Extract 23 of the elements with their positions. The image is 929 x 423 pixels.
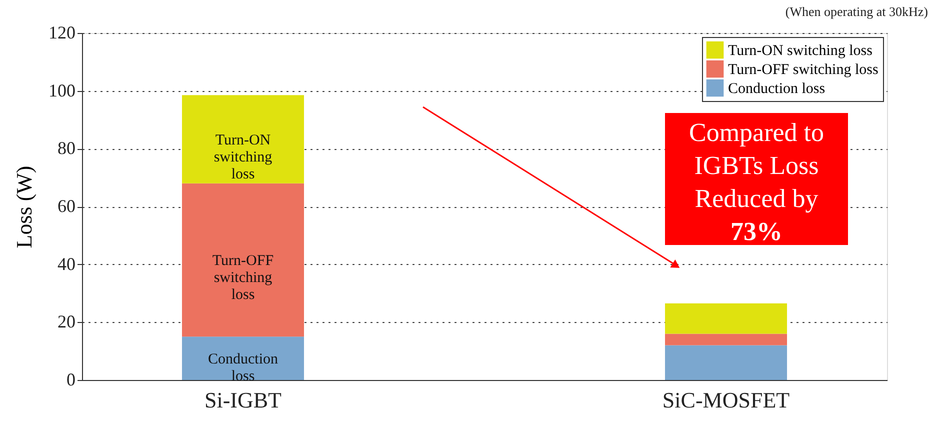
y-tick-label: 100 [48, 80, 76, 100]
text: Turn-ON switching loss [214, 132, 272, 182]
bar [182, 95, 304, 184]
annotation: Compared to IGBTs Loss Reduced by 73% [688, 118, 824, 246]
x-tick-label: SiC-MOSFET [662, 388, 790, 412]
bar [182, 336, 304, 380]
y-tick-label: 40 [58, 254, 76, 274]
legend-label: Conduction loss [728, 81, 826, 97]
y-tick-label: 0 [66, 370, 76, 390]
y-tick-label: 60 [58, 196, 76, 216]
y-tick-label: 120 [48, 22, 76, 42]
text: (When operating at 30kHz) [785, 4, 928, 19]
y-axis-title: Loss (W) [12, 166, 36, 248]
legend-label: Turn-ON switching loss [728, 43, 873, 59]
y-tick-label: 80 [58, 138, 76, 158]
x-tick-label: Si-IGBT [204, 388, 282, 412]
bar [665, 345, 788, 380]
y-tick-label: 20 [58, 312, 76, 332]
bar [665, 334, 788, 346]
bar [665, 303, 788, 334]
text: Turn-OFF switching loss [212, 252, 274, 303]
bar [182, 183, 304, 337]
legend-label: Turn-OFF switching loss [728, 62, 878, 78]
